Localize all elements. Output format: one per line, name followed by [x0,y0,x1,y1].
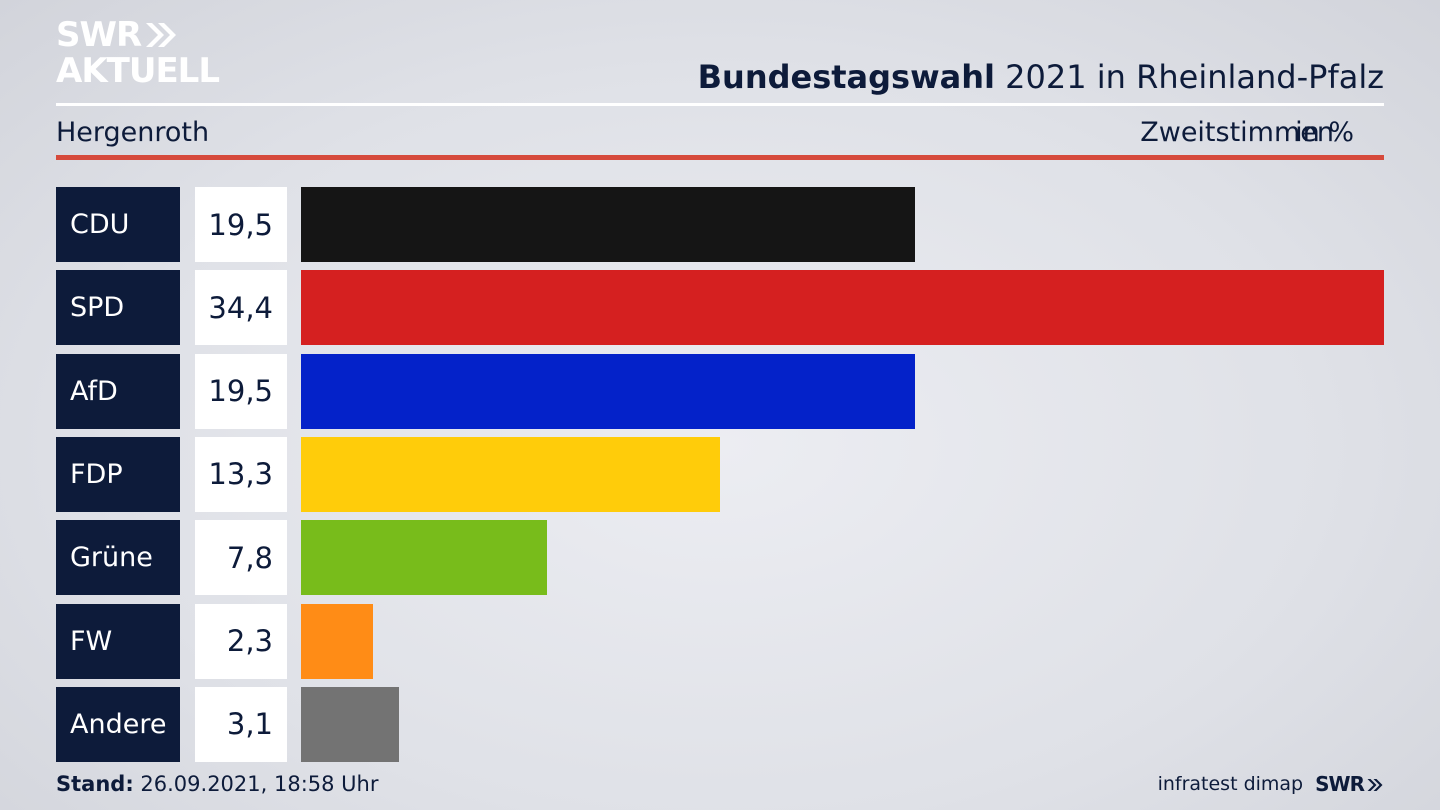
bar [301,520,547,596]
title-rest: 2021 in Rheinland-Pfalz [995,58,1384,96]
party-label: Andere [56,686,180,762]
stand-label: Stand: [56,772,134,796]
title-bold: Bundestagswahl [697,58,995,96]
value-label: 2,3 [195,603,287,679]
stand-value: 26.09.2021, 18:58 Uhr [133,772,379,796]
bar-row: Grüne 7,8 [56,520,1384,596]
bar [301,270,1384,346]
bar-row: CDU 19,5 [56,187,1384,262]
party-label: Grüne [56,520,180,596]
party-label: AfD [56,353,180,429]
timestamp: Stand: 26.09.2021, 18:58 Uhr [56,772,379,796]
bar [301,686,399,762]
unit-label: in % [1295,117,1354,148]
value-label: 19,5 [195,353,287,429]
bar [301,353,915,429]
logo-aktuell-text: AKTUELL [56,51,220,91]
party-label: CDU [56,187,180,262]
votes-type-label: Zweitstimmen [1140,117,1334,148]
value-label: 7,8 [195,520,287,596]
bar-row: AfD 19,5 [56,353,1384,429]
double-chevron-icon [146,23,177,47]
value-label: 3,1 [195,686,287,762]
party-label: FW [56,603,180,679]
source-name: infratest dimap [1157,773,1304,795]
small-chevron-icon [1367,779,1383,791]
value-label: 19,5 [195,187,287,262]
logo-swr-text: SWR [56,15,142,55]
bar [301,187,915,262]
bar [301,436,720,512]
source-credit: infratest dimap SWR [1158,772,1384,796]
bar-row: Andere 3,1 [56,686,1384,762]
party-label: FDP [56,436,180,512]
region-name: Hergenroth [56,117,210,148]
party-label: SPD [56,270,180,346]
header-divider [56,103,1384,106]
bar-row: SPD 34,4 [56,270,1384,346]
swr-small-logo: SWR [1315,772,1384,796]
bar-row: FDP 13,3 [56,436,1384,512]
bar [301,603,374,679]
swr-small-text: SWR [1315,772,1365,796]
accent-divider [56,155,1384,160]
bar-row: FW 2,3 [56,603,1384,679]
page-title: Bundestagswahl 2021 in Rheinland-Pfalz [698,58,1384,96]
value-label: 13,3 [195,436,287,512]
swr-aktuell-logo: SWR AKTUELL [56,15,220,91]
value-label: 34,4 [195,270,287,346]
